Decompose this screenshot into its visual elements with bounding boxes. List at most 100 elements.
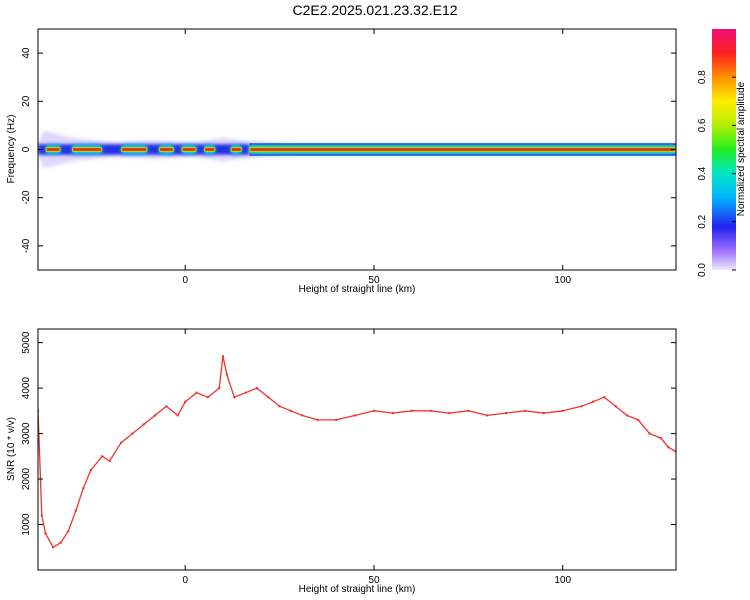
spectrogram-xtick-label: 100 [554,275,571,286]
spectrogram-segment-core [205,148,215,151]
snr-data-point [591,400,595,403]
snr-data-point [119,441,123,444]
snr-data-point [153,414,157,417]
spectrogram-xtick-label: 50 [368,275,380,286]
snr-data-point [218,386,221,390]
colorbar-tick-label: 0.6 [697,118,708,132]
colorbar: 0.0 0.2 0.4 0.6 0.8 Normalized spectral ampl… [697,29,747,277]
snr-data-point [278,405,281,408]
snr-xtick-label: 100 [554,575,571,586]
snr-data-point [40,514,43,517]
spectrogram-xtick-label: 0 [182,275,188,286]
spectrogram-ytick-label: 40 [21,47,32,59]
snr-data-point [244,391,247,394]
snr-data-point [625,414,629,417]
snr-data-point [523,409,527,413]
snr-xtick-label: 50 [368,575,380,586]
snr-data-point [667,446,670,449]
spectrogram-ytick-label: 20 [21,95,32,107]
snr-data-point [603,396,606,399]
colorbar-tick-label: 0.0 [697,263,708,277]
snr-data-point [82,486,85,490]
snr-data-point [67,530,70,533]
snr-ytick-label: 3000 [21,422,32,445]
snr-data-point [100,455,104,458]
snr-ylabel: SNR (10 * v/v) [6,417,17,481]
snr-marks [38,355,676,549]
snr-data-point [467,409,470,413]
spectrogram-segment-core [182,148,196,151]
snr-data-point [289,409,293,413]
snr-data-point [267,396,270,399]
colorbar-label: Normalized spectral amplitude [736,81,747,216]
snr-data-point [225,373,228,376]
snr-data-point [429,409,432,413]
snr-data-point [410,409,413,413]
snr-data-point [316,418,319,422]
snr-data-point [648,432,651,435]
snr-data-point [637,418,640,422]
snr-data-point [74,509,77,513]
spectrogram-segment-core [122,148,147,151]
spectrogram-ytick-label: 0 [21,146,32,152]
snr-ytick-label: 4000 [21,377,32,400]
snr-data-point [184,400,187,403]
snr-plot-area [38,329,676,570]
snr-data-point [221,355,225,358]
snr-data-point [486,414,489,417]
snr-xlabel: Height of straight line (km) [299,584,416,595]
spectrogram-segment-core [231,148,241,151]
snr-ytick-label: 2000 [21,467,32,490]
snr-data-point [614,405,617,408]
colorbar-tick-label: 0.2 [697,214,708,228]
snr-data-point [255,386,259,390]
snr-ytick-label: 1000 [21,513,32,536]
snr-data-point [89,468,93,472]
spectrogram-segment-core [159,148,173,151]
snr-data-point [51,546,55,549]
snr-data-point [195,391,198,394]
snr-data-point [44,532,47,535]
snr-data-point [131,432,134,435]
snr-data-point [504,411,508,415]
snr-data-point [176,414,179,417]
snr-data-point [391,411,395,415]
snr-data-point [142,423,145,426]
spectrogram-ytick-label: -40 [21,238,32,253]
colorbar-tick-label: 0.4 [697,166,708,180]
snr-data-point [372,409,376,413]
snr-xtick-label: 0 [182,575,188,586]
spectrogram-segment-core [250,148,676,151]
spectrogram-xlabel: Height of straight line (km) [299,284,416,295]
snr-data-point [542,411,546,415]
snr-ytick-label: 5000 [21,331,32,354]
spectrogram-segment-core [46,148,60,151]
snr-data-point [353,414,357,417]
spectrogram-marks [38,130,676,169]
spectrogram-ytick-label: -20 [21,190,32,205]
figure-title: C2E2.2025.021.23.32.E12 [292,2,457,18]
snr-data-point [165,405,168,408]
snr-data-point [561,409,564,413]
snr-panel: 0 50 100 1000 2000 3000 4000 5000 Height of str… [6,328,677,595]
colorbar-ticks: 0.0 0.2 0.4 0.6 0.8 [697,70,736,277]
snr-ticks: 0 50 100 1000 2000 3000 4000 5000 [21,329,676,586]
snr-data-point [108,459,111,463]
snr-series-line [38,355,676,548]
spectrogram-panel: 0 50 100 40 20 0 -20 -40 Height of straight lin… [6,28,677,295]
snr-data-point [448,411,451,415]
snr-data-point [206,396,210,399]
snr-data-point [659,436,663,440]
spectrogram-ylabel: Frequency (Hz) [6,115,17,184]
snr-data-point [580,405,583,408]
snr-data-point [335,418,338,422]
colorbar-scale [712,29,736,270]
snr-data-point [301,414,304,417]
snr-data-point [233,396,236,399]
spectrogram-segment-core [72,148,102,151]
snr-data-point [59,541,62,544]
spectrogram-ticks: 0 50 100 40 20 0 -20 -40 [21,29,676,286]
snr-frame [37,328,677,571]
colorbar-tick-label: 0.8 [697,70,708,84]
